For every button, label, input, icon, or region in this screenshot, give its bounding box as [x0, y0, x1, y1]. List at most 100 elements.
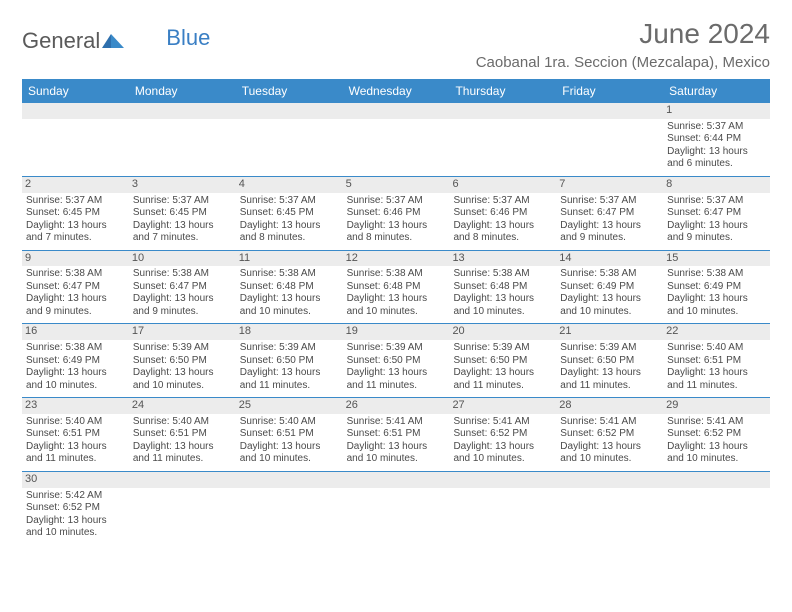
sunrise-text: Sunrise: 5:37 AM — [240, 195, 339, 208]
day-number: 13 — [449, 251, 556, 267]
sunset-text: Sunset: 6:51 PM — [667, 355, 766, 368]
sunrise-text: Sunrise: 5:37 AM — [26, 195, 125, 208]
sunrise-text: Sunrise: 5:40 AM — [240, 416, 339, 429]
sunrise-text: Sunrise: 5:37 AM — [560, 195, 659, 208]
day-number: 1 — [663, 103, 770, 119]
daylight2-text: and 8 minutes. — [453, 232, 552, 245]
header: General Blue June 2024 Caobanal 1ra. Sec… — [22, 18, 770, 71]
day-cell: 4Sunrise: 5:37 AMSunset: 6:45 PMDaylight… — [236, 177, 343, 250]
sunset-text: Sunset: 6:52 PM — [667, 428, 766, 441]
sunrise-text: Sunrise: 5:39 AM — [453, 342, 552, 355]
day-number — [556, 103, 663, 119]
day-cell: 20Sunrise: 5:39 AMSunset: 6:50 PMDayligh… — [449, 324, 556, 397]
sunset-text: Sunset: 6:51 PM — [240, 428, 339, 441]
sunset-text: Sunset: 6:52 PM — [560, 428, 659, 441]
day-cell: 25Sunrise: 5:40 AMSunset: 6:51 PMDayligh… — [236, 398, 343, 471]
sunrise-text: Sunrise: 5:38 AM — [453, 268, 552, 281]
day-cell — [129, 472, 236, 545]
daylight1-text: Daylight: 13 hours — [133, 293, 232, 306]
day-cell: 29Sunrise: 5:41 AMSunset: 6:52 PMDayligh… — [663, 398, 770, 471]
weeks-container: 1Sunrise: 5:37 AMSunset: 6:44 PMDaylight… — [22, 103, 770, 545]
sunset-text: Sunset: 6:47 PM — [133, 281, 232, 294]
daylight1-text: Daylight: 13 hours — [453, 441, 552, 454]
day-number: 7 — [556, 177, 663, 193]
daylight1-text: Daylight: 13 hours — [347, 441, 446, 454]
sunrise-text: Sunrise: 5:38 AM — [667, 268, 766, 281]
day-number: 14 — [556, 251, 663, 267]
day-cell — [343, 472, 450, 545]
day-cell: 24Sunrise: 5:40 AMSunset: 6:51 PMDayligh… — [129, 398, 236, 471]
weekday-saturday: Saturday — [663, 79, 770, 103]
sunrise-text: Sunrise: 5:37 AM — [667, 121, 766, 134]
sunset-text: Sunset: 6:49 PM — [26, 355, 125, 368]
daylight2-text: and 10 minutes. — [26, 380, 125, 393]
page: General Blue June 2024 Caobanal 1ra. Sec… — [0, 0, 792, 563]
day-number: 9 — [22, 251, 129, 267]
weekday-thursday: Thursday — [449, 79, 556, 103]
day-cell: 12Sunrise: 5:38 AMSunset: 6:48 PMDayligh… — [343, 251, 450, 324]
daylight2-text: and 10 minutes. — [347, 453, 446, 466]
day-cell: 13Sunrise: 5:38 AMSunset: 6:48 PMDayligh… — [449, 251, 556, 324]
sunset-text: Sunset: 6:51 PM — [26, 428, 125, 441]
daylight2-text: and 11 minutes. — [667, 380, 766, 393]
day-number — [449, 103, 556, 119]
day-number: 23 — [22, 398, 129, 414]
day-cell: 3Sunrise: 5:37 AMSunset: 6:45 PMDaylight… — [129, 177, 236, 250]
day-number — [129, 472, 236, 488]
daylight1-text: Daylight: 13 hours — [667, 220, 766, 233]
week-row: 1Sunrise: 5:37 AMSunset: 6:44 PMDaylight… — [22, 103, 770, 177]
daylight1-text: Daylight: 13 hours — [347, 367, 446, 380]
daylight2-text: and 6 minutes. — [667, 158, 766, 171]
sunset-text: Sunset: 6:47 PM — [26, 281, 125, 294]
day-cell: 15Sunrise: 5:38 AMSunset: 6:49 PMDayligh… — [663, 251, 770, 324]
day-cell — [343, 103, 450, 176]
daylight2-text: and 11 minutes. — [560, 380, 659, 393]
sunrise-text: Sunrise: 5:37 AM — [347, 195, 446, 208]
daylight1-text: Daylight: 13 hours — [560, 293, 659, 306]
week-row: 16Sunrise: 5:38 AMSunset: 6:49 PMDayligh… — [22, 324, 770, 398]
day-cell — [556, 472, 663, 545]
logo-text-1: General — [22, 28, 100, 54]
sunrise-text: Sunrise: 5:41 AM — [560, 416, 659, 429]
logo-text-2: Blue — [166, 25, 210, 51]
day-number: 24 — [129, 398, 236, 414]
sunset-text: Sunset: 6:52 PM — [453, 428, 552, 441]
daylight2-text: and 9 minutes. — [560, 232, 659, 245]
daylight1-text: Daylight: 13 hours — [26, 220, 125, 233]
day-number: 8 — [663, 177, 770, 193]
sunrise-text: Sunrise: 5:40 AM — [26, 416, 125, 429]
day-cell: 26Sunrise: 5:41 AMSunset: 6:51 PMDayligh… — [343, 398, 450, 471]
daylight1-text: Daylight: 13 hours — [453, 220, 552, 233]
sunset-text: Sunset: 6:45 PM — [240, 207, 339, 220]
daylight1-text: Daylight: 13 hours — [240, 367, 339, 380]
weekday-sunday: Sunday — [22, 79, 129, 103]
daylight2-text: and 10 minutes. — [667, 453, 766, 466]
day-number — [556, 472, 663, 488]
weekday-monday: Monday — [129, 79, 236, 103]
daylight1-text: Daylight: 13 hours — [26, 293, 125, 306]
day-number — [663, 472, 770, 488]
daylight2-text: and 11 minutes. — [26, 453, 125, 466]
day-number: 21 — [556, 324, 663, 340]
day-number: 28 — [556, 398, 663, 414]
daylight2-text: and 11 minutes. — [133, 453, 232, 466]
day-cell — [129, 103, 236, 176]
daylight1-text: Daylight: 13 hours — [667, 441, 766, 454]
day-number: 30 — [22, 472, 129, 488]
sunrise-text: Sunrise: 5:39 AM — [133, 342, 232, 355]
daylight1-text: Daylight: 13 hours — [347, 293, 446, 306]
daylight1-text: Daylight: 13 hours — [560, 441, 659, 454]
day-cell — [449, 103, 556, 176]
sunset-text: Sunset: 6:45 PM — [26, 207, 125, 220]
sunset-text: Sunset: 6:48 PM — [453, 281, 552, 294]
daylight1-text: Daylight: 13 hours — [133, 367, 232, 380]
logo-icon — [102, 28, 128, 54]
location: Caobanal 1ra. Seccion (Mezcalapa), Mexic… — [476, 54, 770, 71]
daylight1-text: Daylight: 13 hours — [667, 146, 766, 159]
day-cell — [663, 472, 770, 545]
logo: General Blue — [22, 28, 210, 54]
sunset-text: Sunset: 6:47 PM — [560, 207, 659, 220]
sunset-text: Sunset: 6:45 PM — [133, 207, 232, 220]
sunrise-text: Sunrise: 5:41 AM — [347, 416, 446, 429]
sunrise-text: Sunrise: 5:41 AM — [667, 416, 766, 429]
